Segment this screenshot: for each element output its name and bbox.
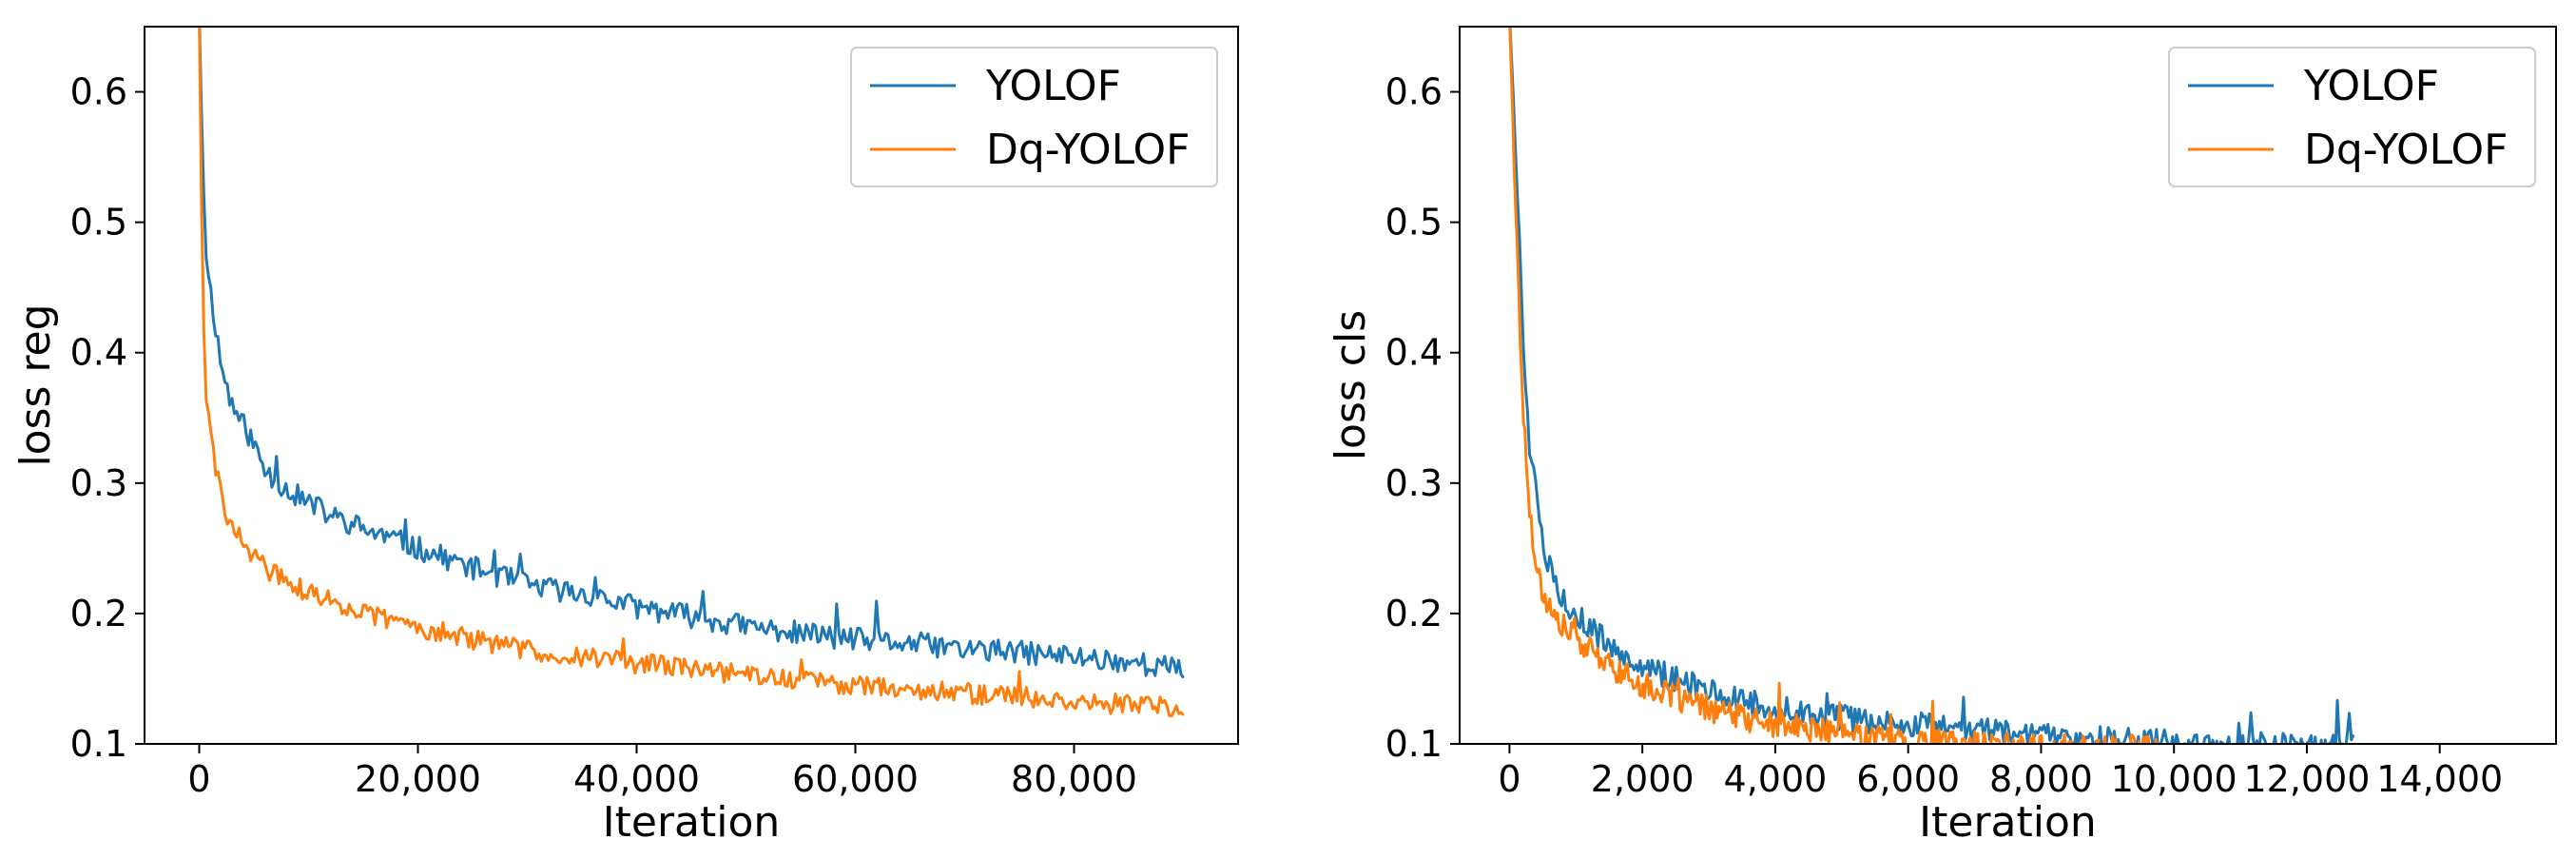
x-tick-label: 0 [187, 758, 210, 800]
x-tick-label: 8,000 [1989, 758, 2093, 800]
y-tick-label: 0.5 [70, 202, 127, 244]
y-axis-label: loss cls [1327, 310, 1375, 460]
series-line-dq-yolof [198, 27, 1185, 718]
x-tick-label: 40,000 [573, 758, 700, 800]
chart-panel-2: 0 2,000 4,000 6,000 8,000 10,000 12,000 14,000 0… [1327, 26, 2557, 847]
y-axis-label: loss reg [11, 303, 60, 466]
plot-frame [144, 26, 1239, 745]
legend-label-yolof: YOLOF [2303, 62, 2439, 110]
legend-box [850, 47, 1218, 187]
y-tick-label: 0.5 [1385, 202, 1443, 244]
x-tick-label: 4,000 [1724, 758, 1828, 800]
y-tick-label: 0.1 [1385, 723, 1443, 765]
x-tick-label: 0 [1498, 758, 1520, 800]
y-tick-label: 0.6 [70, 71, 127, 113]
x-tick-label: 60,000 [792, 758, 919, 800]
legend: YOLOF Dq-YOLOF [850, 47, 1218, 187]
x-axis-label: Iteration [1919, 798, 2097, 847]
x-tick-label: 80,000 [1011, 758, 1137, 800]
legend-label-dq-yolof: Dq-YOLOF [2304, 126, 2508, 174]
y-tick-label: 0.3 [70, 462, 127, 504]
x-tick-label: 2,000 [1591, 758, 1695, 800]
x-tick-label: 20,000 [355, 758, 481, 800]
legend-label-yolof: YOLOF [985, 62, 1121, 110]
chart-panel-1: 0 20,000 40,000 60,000 80,000 0.1 0.2 0.3 0.4 0.5… [11, 26, 1239, 847]
y-tick-label: 0.2 [70, 593, 127, 634]
series-group [198, 27, 1185, 718]
y-tick-label: 0.6 [1385, 71, 1443, 113]
series-group [1508, 27, 2355, 744]
x-axis-label: Iteration [603, 798, 781, 847]
y-tick-label: 0.2 [1385, 593, 1443, 634]
y-tick-label: 0.4 [70, 332, 127, 374]
y-tick-label: 0.4 [1385, 332, 1443, 374]
legend-box [2168, 47, 2536, 187]
x-tick-label: 10,000 [2111, 758, 2237, 800]
series-line-dq-yolof [1508, 27, 2159, 744]
y-tick-label: 0.3 [1385, 462, 1443, 504]
plot-frame [1459, 26, 2557, 745]
x-tick-label: 6,000 [1856, 758, 1960, 800]
series-line-yolof [198, 27, 1185, 679]
y-tick-label: 0.1 [70, 723, 127, 765]
legend-label-dq-yolof: Dq-YOLOF [986, 126, 1190, 174]
x-tick-label: 12,000 [2243, 758, 2370, 800]
legend: YOLOF Dq-YOLOF [2168, 47, 2536, 187]
x-tick-label: 14,000 [2376, 758, 2503, 800]
